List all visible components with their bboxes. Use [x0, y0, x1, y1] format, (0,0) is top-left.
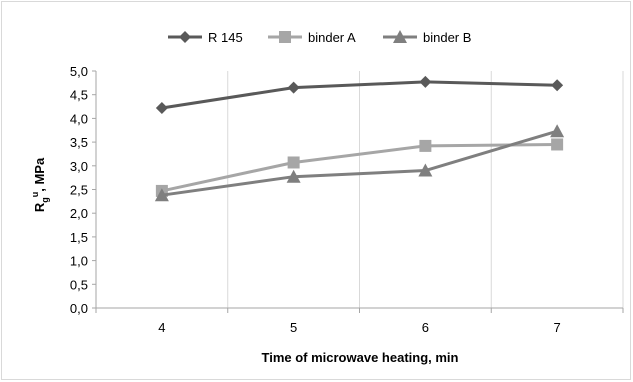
legend-label-r-145: R 145 [208, 30, 243, 45]
y-tick-label: 3,5 [70, 135, 88, 150]
data-point-r-145 [155, 101, 168, 114]
data-point-binder-b [154, 188, 169, 202]
data-point-r-145 [419, 75, 432, 88]
legend-item-r-145: R 145 [168, 30, 243, 45]
y-tick-labels: 0,0 0,5 1,0 1,5 2,0 2,5 3,0 3,5 4,0 4,5 5,0 [70, 64, 88, 316]
x-tick-labels: 4 5 6 7 [158, 320, 560, 335]
data-point-binder-a [419, 139, 432, 152]
vertical-gridlines [227, 71, 624, 308]
legend: R 145 binder A binder B [168, 30, 471, 45]
x-tick-label: 5 [290, 320, 297, 335]
x-axis-title: Time of microwave heating, min [262, 350, 459, 365]
legend-label-binder-a: binder A [308, 30, 356, 45]
legend-label-binder-b: binder B [423, 30, 471, 45]
y-tick-label: 3,0 [70, 159, 88, 174]
y-axis-title-main: R [32, 202, 47, 212]
data-point-binder-b [550, 124, 565, 138]
y-tick-label: 4,0 [70, 111, 88, 126]
axes [92, 70, 624, 313]
data-point-binder-a [551, 138, 564, 151]
legend-marker-binder-b [393, 30, 407, 43]
y-tick-label: 0,5 [70, 277, 88, 292]
series-r-145 [155, 75, 564, 114]
data-point-r-145 [287, 81, 300, 94]
y-axis-title-rest: , MPa [32, 157, 47, 192]
data-point-r-145 [551, 79, 564, 92]
data-point-binder-a [287, 156, 300, 169]
series-line-binder-b [161, 129, 558, 197]
x-tick-label: 4 [158, 320, 165, 335]
y-axis-title-sub: g [40, 197, 50, 203]
legend-marker-r-145 [179, 31, 191, 43]
y-tick-label: 4,5 [70, 88, 88, 103]
y-axis-title: Rgu, MPa [30, 157, 50, 212]
series-line-binder-a [161, 142, 558, 193]
y-tick-label: 1,5 [70, 230, 88, 245]
legend-item-binder-b: binder B [383, 30, 471, 45]
x-tick-label: 7 [554, 320, 561, 335]
legend-item-binder-a: binder A [268, 30, 356, 45]
x-tick-label: 6 [422, 320, 429, 335]
y-tick-label: 2,0 [70, 206, 88, 221]
y-tick-label: 5,0 [70, 64, 88, 79]
data-point-binder-b [418, 163, 433, 177]
series-group [154, 75, 565, 202]
y-axis-title-sup: u [30, 192, 40, 198]
y-tick-label: 1,0 [70, 254, 88, 269]
series-line-r-145 [161, 80, 558, 110]
y-tick-label: 2,5 [70, 183, 88, 198]
data-point-binder-b [286, 169, 301, 183]
series-binder-b [154, 124, 565, 202]
legend-marker-binder-a [279, 31, 291, 43]
y-tick-label: 0,0 [70, 301, 88, 316]
